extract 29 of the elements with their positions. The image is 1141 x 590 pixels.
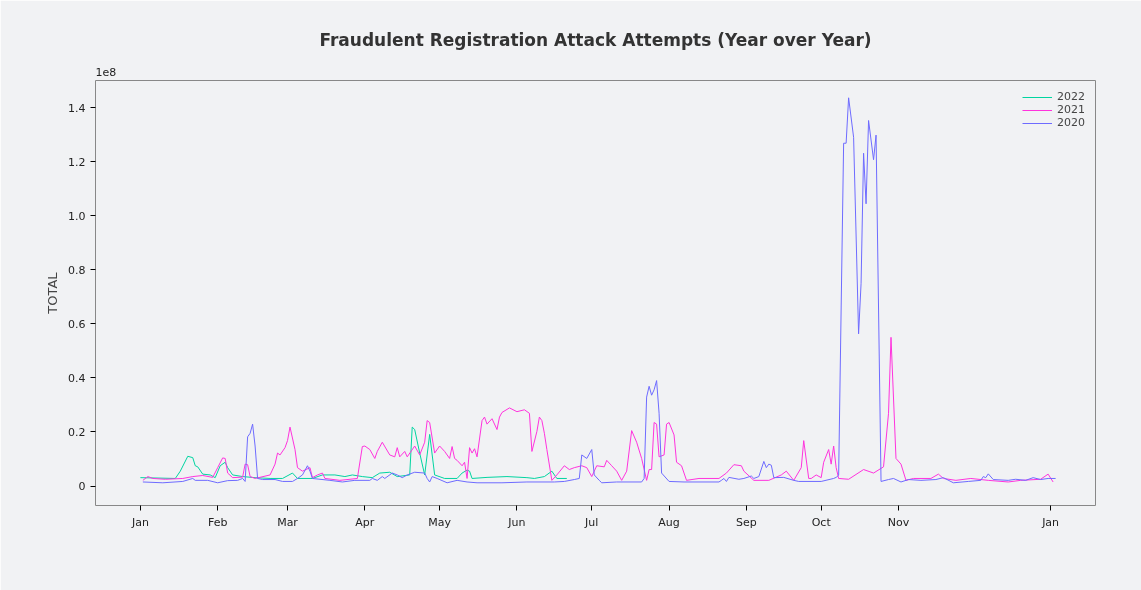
y-axis-title: TOTAL: [45, 271, 61, 315]
y-tick-label: 1.4: [68, 101, 86, 115]
x-tick-label: Sep: [736, 515, 757, 529]
x-tick-label: Mar: [277, 515, 299, 529]
x-tick-label: Apr: [355, 515, 375, 529]
x-tick-label: Oct: [811, 515, 832, 529]
x-tick-label: Nov: [887, 515, 910, 529]
x-tick-label: May: [428, 515, 452, 529]
chart-title: Fraudulent Registration Attack Attempts (Year over Year): [319, 29, 872, 50]
x-tick-label: Jul: [584, 515, 599, 529]
line-series: [142, 336, 1054, 483]
y-tick-label: 0.6: [68, 317, 86, 331]
y-tick-label: 1.0: [68, 209, 86, 223]
x-tick-label: Feb: [207, 515, 228, 529]
line-series: [142, 97, 1057, 484]
y-tick-label: 0.8: [68, 263, 86, 277]
legend-label: 2022: [1057, 90, 1085, 103]
x-tick-label: Aug: [658, 515, 680, 529]
line-series: [139, 426, 568, 479]
text: 1e8: [95, 65, 117, 79]
y-tick-label: 0.2: [68, 425, 86, 439]
x-tick-label: Jan: [1041, 515, 1060, 529]
legend-label: 2021: [1057, 103, 1085, 116]
legend-label: 2020: [1057, 116, 1085, 129]
x-tick-label: Jun: [507, 515, 526, 529]
y-tick-label: 0: [78, 480, 86, 494]
y-tick-label: 0.4: [68, 371, 86, 385]
x-tick-label: Jan: [130, 515, 149, 529]
y-tick-label: 1.2: [68, 155, 86, 169]
